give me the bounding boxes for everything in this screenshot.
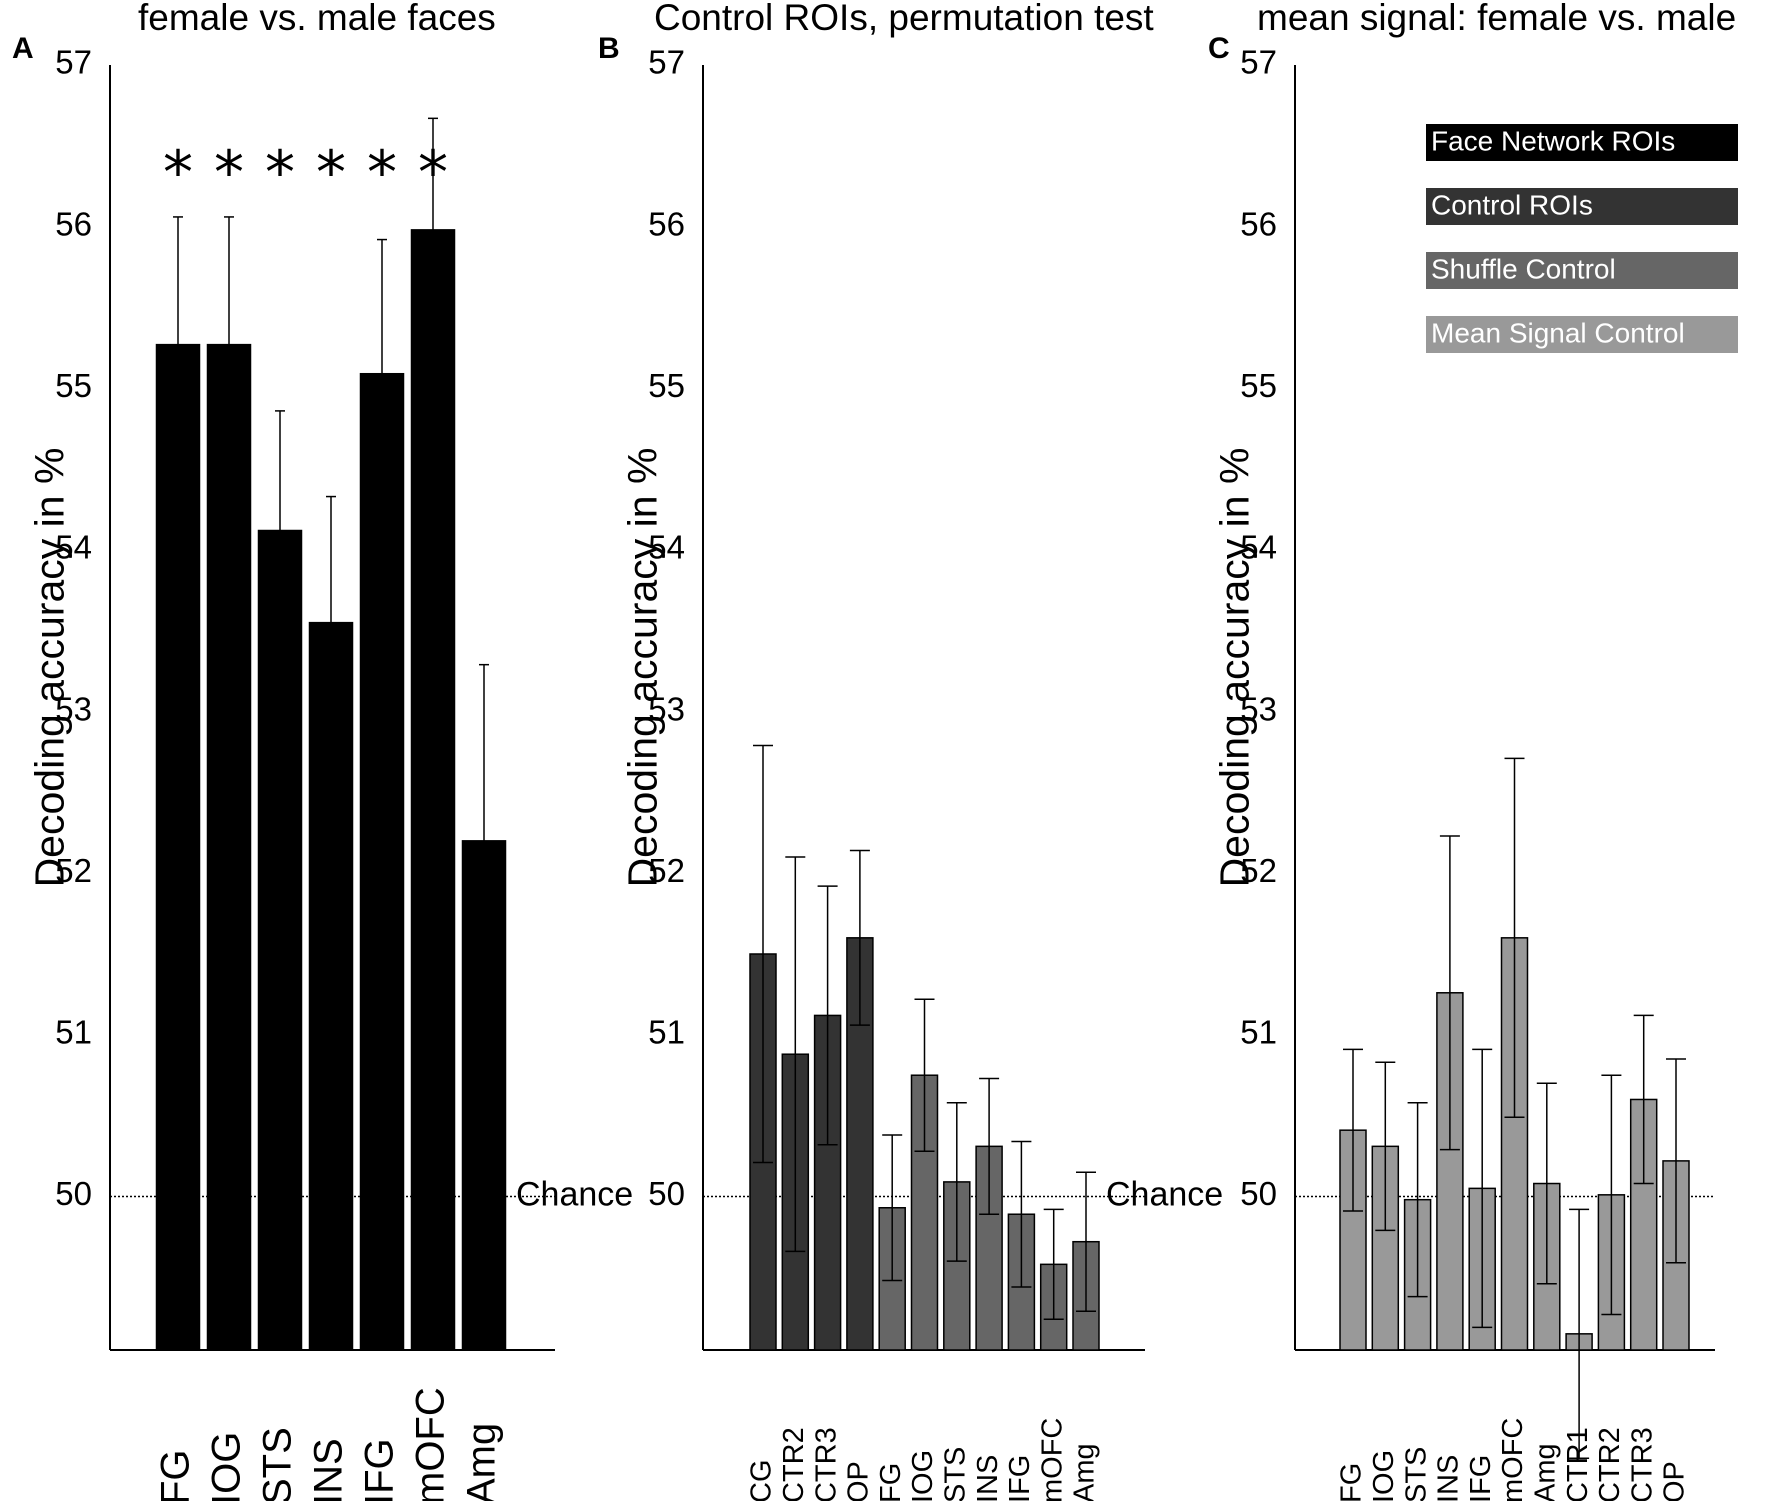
x-tick-label: INS [972, 1455, 1004, 1501]
y-tick-label: 55 [55, 367, 92, 404]
y-tick-label: 51 [1240, 1014, 1277, 1051]
x-tick-label: IFG [1465, 1455, 1497, 1501]
legend-swatch-face [1426, 124, 1738, 161]
y-tick-label: 51 [648, 1014, 685, 1051]
y-tick-label: 54 [1240, 529, 1277, 566]
x-tick-label: INS [307, 1438, 351, 1501]
y-tick-label: 56 [1240, 205, 1277, 242]
bar-mofc [410, 229, 456, 1351]
y-tick-label: 57 [648, 44, 685, 81]
x-tick-label: STS [939, 1447, 971, 1501]
y-tick-label: 55 [1240, 367, 1277, 404]
significance-star: * [367, 138, 397, 208]
y-axis-label: Decoding accuracy in % [620, 448, 666, 888]
y-tick-label: 57 [55, 44, 92, 81]
y-tick-label: 50 [1240, 1175, 1277, 1212]
x-tick-label: CTR3 [810, 1427, 842, 1501]
legend-swatch-mean [1426, 316, 1738, 353]
panel-letter: A [12, 32, 34, 65]
legend-label: Shuffle Control [1431, 253, 1616, 284]
legend-swatch-control [1426, 188, 1738, 225]
significance-star: * [316, 138, 346, 208]
legend-label: Mean Signal Control [1431, 317, 1685, 348]
legend: Face Network ROIs Control ROIs Shuffle Con… [1426, 124, 1738, 353]
y-tick-label: 51 [55, 1014, 92, 1051]
y-tick-label: 53 [55, 690, 92, 727]
y-tick-label: 52 [55, 852, 92, 889]
x-tick-label: mOFC [1497, 1418, 1529, 1501]
y-tick-label: 50 [55, 1175, 92, 1212]
x-tick-label: CTR1 [1562, 1427, 1594, 1501]
panel-letter: B [598, 32, 620, 65]
significance-star: * [214, 138, 244, 208]
y-tick-label: 52 [648, 852, 685, 889]
x-tick-label: CTR2 [1594, 1427, 1626, 1501]
x-tick-label: IOG [907, 1450, 939, 1501]
panel-title: female vs. male faces [138, 0, 496, 38]
x-tick-label: CTR2 [778, 1427, 810, 1501]
panel-title: mean signal: female vs. male [1257, 0, 1736, 38]
x-tick-label: STS [256, 1427, 300, 1501]
y-tick-label: 56 [648, 205, 685, 242]
x-tick-label: IFG [358, 1438, 402, 1501]
legend-swatch-shuffle [1426, 252, 1738, 289]
legend-label: Control ROIs [1431, 189, 1593, 220]
x-tick-label: Amg [1529, 1443, 1561, 1501]
bar-iog [206, 343, 252, 1351]
bar-sts [257, 529, 303, 1351]
bar-fg [155, 343, 201, 1351]
y-tick-label: 54 [648, 529, 685, 566]
y-tick-label: 54 [55, 529, 92, 566]
y-axis-label: Decoding accuracy in % [1212, 448, 1258, 888]
significance-star: * [418, 138, 448, 208]
x-tick-label: INS [1433, 1455, 1465, 1501]
bar-op [846, 937, 874, 1351]
panel-letter: C [1208, 32, 1230, 65]
x-tick-label: Amg [1069, 1443, 1101, 1501]
legend-label: Face Network ROIs [1431, 125, 1675, 156]
y-tick-label: 57 [1240, 44, 1277, 81]
x-tick-label: IOG [1368, 1450, 1400, 1501]
y-tick-label: 50 [648, 1175, 685, 1212]
panel-b: Control ROIs, permutation test B Decoding … [598, 0, 1223, 1501]
y-tick-label: 52 [1240, 852, 1277, 889]
x-tick-label: FG [154, 1449, 198, 1501]
x-tick-label: FG [875, 1463, 907, 1501]
x-tick-label: OP [843, 1461, 875, 1501]
bar-ifg [359, 372, 405, 1351]
x-tick-label: mOFC [1036, 1418, 1068, 1501]
x-tick-label: mOFC [409, 1387, 453, 1501]
chance-label: Chance [516, 1175, 633, 1213]
panel-a: female vs. male faces A Decoding accuracy … [12, 0, 633, 1501]
significance-star: * [163, 138, 193, 208]
x-tick-label: OP [1659, 1461, 1691, 1501]
x-tick-label: STS [1400, 1447, 1432, 1501]
x-tick-label: Amg [460, 1423, 504, 1501]
significance-star: * [265, 138, 295, 208]
x-tick-label: IFG [1004, 1455, 1036, 1501]
y-tick-label: 53 [648, 690, 685, 727]
panel-c: mean signal: female vs. male C Decoding ac… [1208, 0, 1736, 1501]
y-axis-label: Decoding accuracy in % [27, 448, 73, 888]
y-tick-label: 55 [648, 367, 685, 404]
y-tick-label: 53 [1240, 690, 1277, 727]
x-tick-label: CTR3 [1626, 1427, 1658, 1501]
y-tick-label: 56 [55, 205, 92, 242]
x-tick-label: FG [1336, 1463, 1368, 1501]
panel-title: Control ROIs, permutation test [654, 0, 1154, 38]
x-tick-label: IOG [205, 1432, 249, 1501]
x-tick-label: CG [746, 1460, 778, 1501]
chance-label: Chance [1106, 1175, 1223, 1213]
